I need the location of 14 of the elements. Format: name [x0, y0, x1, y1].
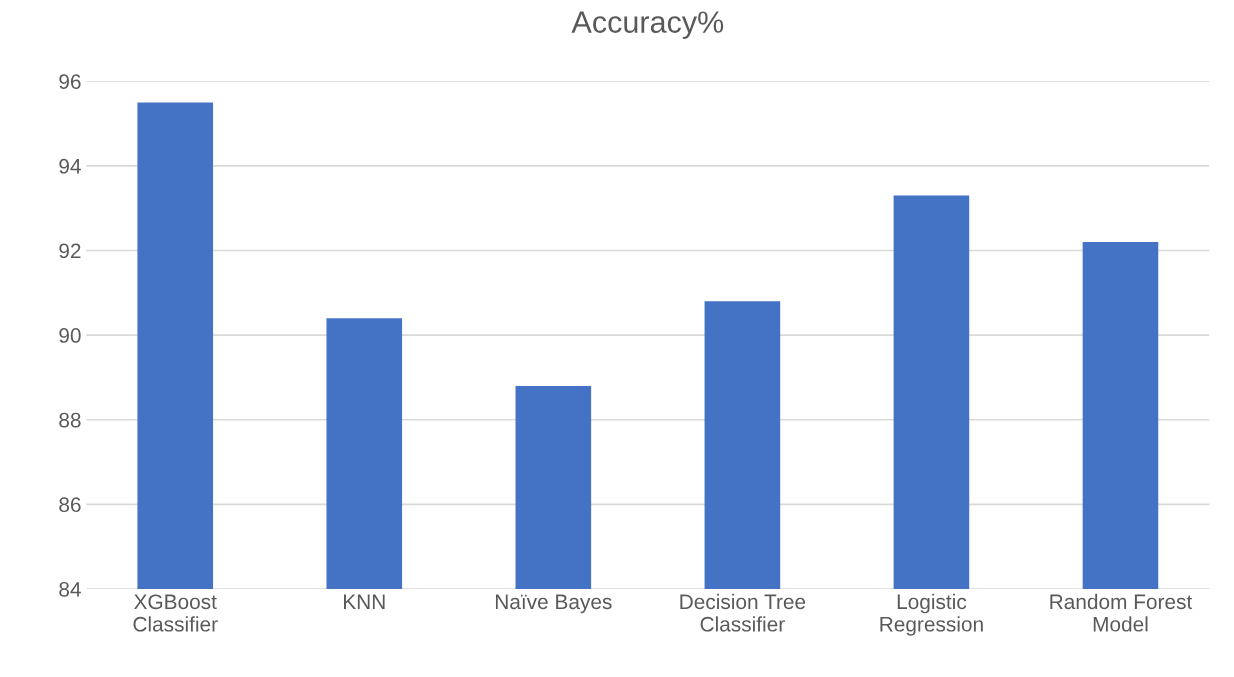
- x-tick-label: KNN: [343, 594, 385, 609]
- x-tick-label: Random Forest Model: [1050, 593, 1193, 632]
- y-tick-label: 86: [59, 497, 81, 513]
- y-tick-label: 84: [59, 581, 81, 597]
- y-tick-label: 94: [59, 158, 81, 174]
- x-tick-label: Decision Tree Classifier: [680, 593, 806, 632]
- y-tick-label: 88: [59, 412, 81, 428]
- y-tick-label: 90: [59, 328, 81, 343]
- y-tick-label: 92: [59, 243, 81, 259]
- x-tick-label: XGBoost Classifier: [133, 594, 218, 632]
- chart-title: Accuracy%: [571, 11, 724, 39]
- y-tick-label: 96: [59, 74, 81, 89]
- x-tick-label: Logistic Regression: [880, 593, 983, 636]
- x-tick-label: Naïve Bayes: [495, 594, 612, 614]
